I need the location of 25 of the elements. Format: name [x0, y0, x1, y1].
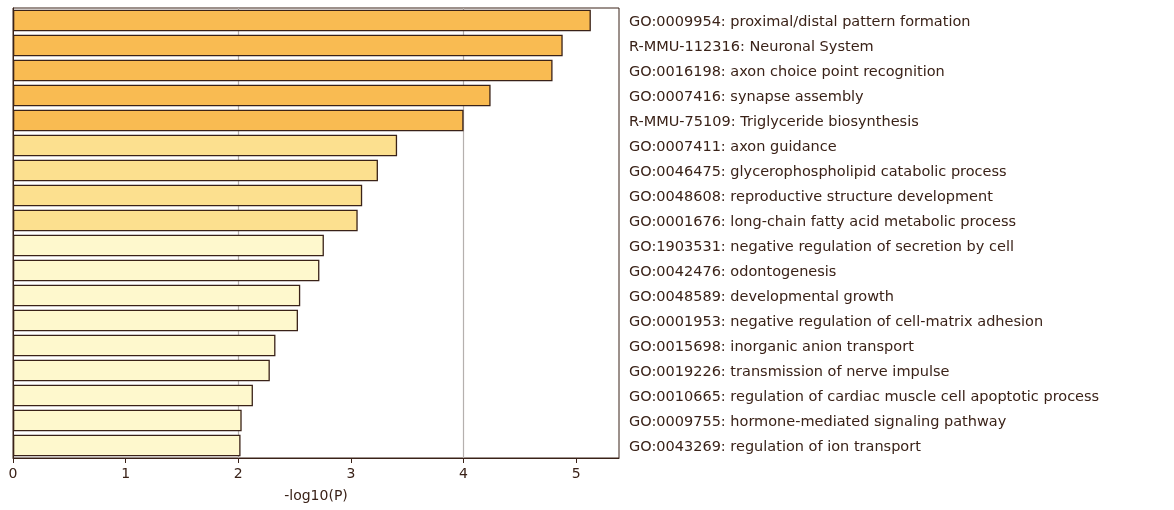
y-tick-label: GO:0019226: transmission of nerve impulse — [629, 362, 950, 379]
y-tick-label: GO:0042476: odontogenesis — [629, 262, 837, 279]
x-tick-label: 1 — [121, 465, 131, 481]
x-tick-label: 5 — [571, 465, 581, 481]
y-tick-label: GO:0009954: proximal/distal pattern formation — [629, 12, 971, 29]
x-axis-title: -log10(P) — [284, 487, 348, 503]
y-tick-label: GO:0048589: developmental growth — [629, 287, 894, 304]
y-tick-label: GO:0048608: reproductive structure development — [629, 187, 994, 204]
y-tick-label: GO:0043269: regulation of ion transport — [629, 437, 922, 454]
y-tick-label: GO:1903531: negative regulation of secretion by cell — [629, 237, 1014, 254]
y-tick-label: GO:0046475: glycerophospholipid catabolic process — [629, 162, 1007, 179]
y-tick-label: GO:0001953: negative regulation of cell-matrix adhesion — [629, 312, 1044, 329]
y-tick-label: GO:0007416: synapse assembly — [629, 87, 865, 104]
y-tick-label: GO:0009755: hormone-mediated signaling pathway — [629, 412, 1007, 429]
y-tick-label: R-MMU-75109: Triglyceride biosynthesis — [629, 112, 919, 129]
y-tick-label: GO:0007411: axon guidance — [629, 137, 837, 154]
x-tick-label: 4 — [459, 465, 469, 481]
y-tick-label: GO:0001676: long-chain fatty acid metabolic process — [629, 212, 1017, 229]
y-tick-label: GO:0010665: regulation of cardiac muscle cell apoptotic process — [629, 387, 1100, 404]
y-tick-label: R-MMU-112316: Neuronal System — [629, 37, 874, 54]
y-tick-label: GO:0015698: inorganic anion transport — [629, 337, 915, 354]
x-tick-label: 0 — [8, 465, 18, 481]
y-tick-label: GO:0016198: axon choice point recognition — [629, 62, 945, 79]
x-tick-label: 2 — [233, 465, 243, 481]
x-tick-label: 3 — [346, 465, 356, 481]
